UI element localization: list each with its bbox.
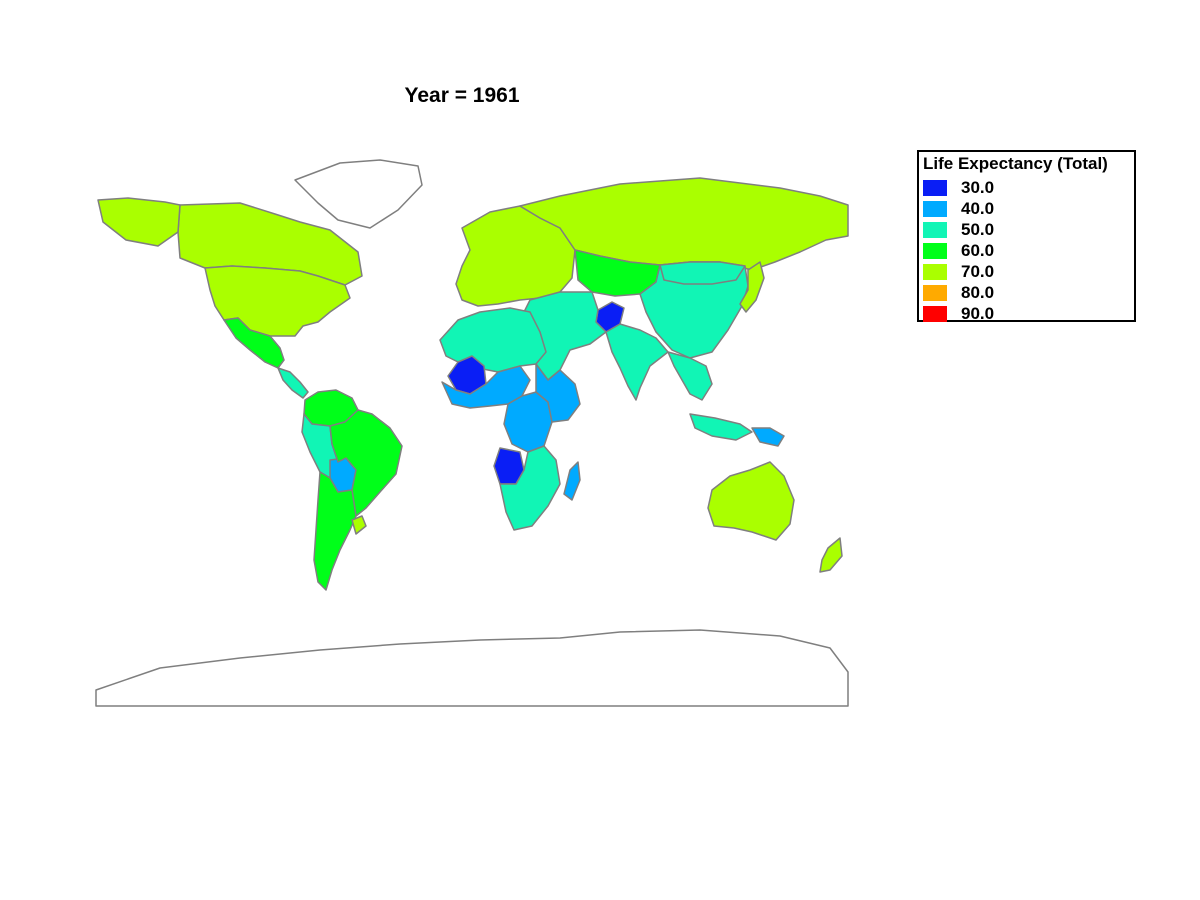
legend-label-70: 70.0 [961, 262, 995, 281]
region-southeast-asia [667, 351, 713, 401]
region-united-states [204, 265, 351, 337]
region-madagascar [563, 461, 581, 501]
legend-label-30: 30.0 [961, 178, 995, 197]
region-alaska [97, 197, 181, 247]
region-indonesia [689, 413, 753, 441]
region-uruguay [351, 515, 367, 535]
region-australia [707, 461, 795, 541]
region-new-guinea [751, 427, 785, 447]
legend-label-40: 40.0 [961, 199, 995, 218]
legend-swatch-70 [923, 264, 947, 280]
region-central-america [277, 367, 309, 399]
legend-label-50: 50.0 [961, 220, 995, 239]
region-japan [739, 261, 765, 313]
region-brazil [329, 409, 403, 517]
region-antarctica [95, 629, 849, 707]
legend-item-60: 60.0 [923, 241, 994, 261]
legend-title: Life Expectancy (Total) [923, 154, 1108, 173]
region-east-africa [535, 363, 581, 423]
legend-swatch-40 [923, 201, 947, 217]
region-new-zealand [819, 537, 843, 573]
legend-item-50: 50.0 [923, 220, 994, 240]
legend-item-70: 70.0 [923, 262, 994, 282]
legend-swatch-30 [923, 180, 947, 196]
region-mexico [223, 317, 285, 369]
region-north-africa [439, 307, 547, 373]
legend-swatch-50 [923, 222, 947, 238]
legend-item-80: 80.0 [923, 283, 994, 303]
region-central-africa [503, 391, 553, 453]
region-west-africa [441, 365, 531, 409]
legend-label-60: 60.0 [961, 241, 995, 260]
legend-item-40: 40.0 [923, 199, 994, 219]
region-india [605, 323, 669, 401]
region-southern-africa [499, 445, 561, 531]
legend-swatch-90 [923, 306, 947, 322]
map-title: Year = 1961 [404, 84, 520, 107]
legend-label-90: 90.0 [961, 304, 995, 323]
region-greenland [294, 159, 423, 229]
legend: Life Expectancy (Total) 30.0 40.0 50.0 6… [917, 150, 1136, 324]
legend-swatch-80 [923, 285, 947, 301]
legend-item-30: 30.0 [923, 178, 994, 198]
region-mongolia [659, 261, 746, 285]
legend-swatch-60 [923, 243, 947, 259]
legend-item-90: 90.0 [923, 304, 994, 324]
legend-label-80: 80.0 [961, 283, 995, 302]
region-argentina-chile [313, 471, 357, 591]
